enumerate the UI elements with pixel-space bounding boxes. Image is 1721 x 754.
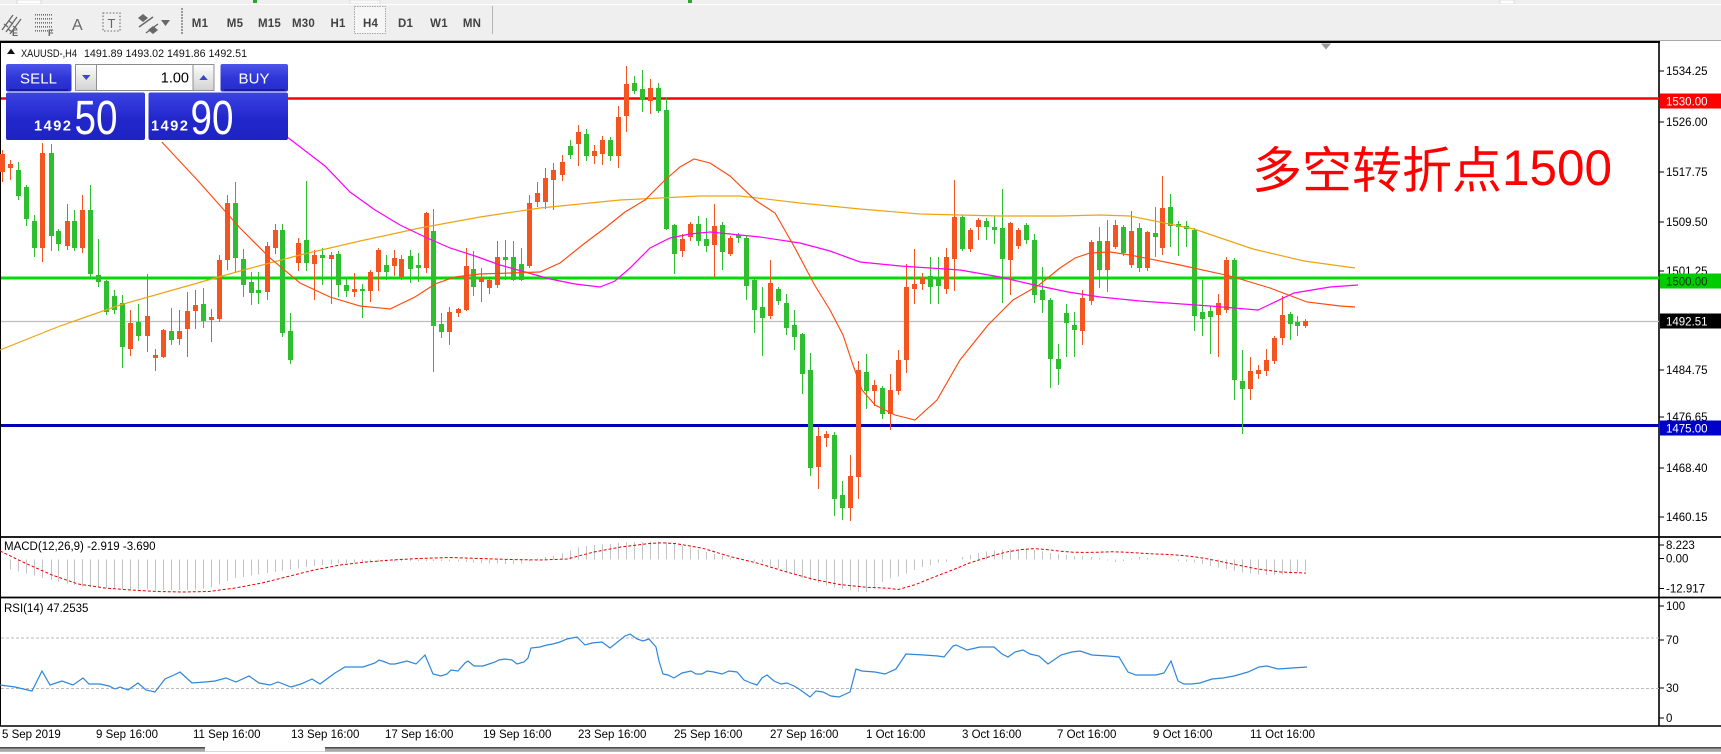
svg-text:1530.00: 1530.00	[1666, 97, 1708, 109]
svg-text:1517.75: 1517.75	[1666, 167, 1708, 179]
svg-text:1492.51: 1492.51	[1666, 317, 1708, 329]
svg-text:0.00: 0.00	[1666, 554, 1688, 566]
svg-text:1492: 1492	[151, 119, 188, 135]
svg-text:MN: MN	[463, 18, 481, 30]
svg-text:25 Sep 16:00: 25 Sep 16:00	[674, 729, 742, 741]
svg-text:0: 0	[1666, 713, 1672, 725]
svg-text:F: F	[48, 28, 54, 38]
svg-text:19 Sep 16:00: 19 Sep 16:00	[483, 729, 551, 741]
svg-text:XAUUSD-,H4: XAUUSD-,H4	[21, 48, 77, 60]
svg-text:30: 30	[1666, 683, 1679, 695]
svg-text:50: 50	[75, 92, 118, 145]
svg-text:3 Oct 16:00: 3 Oct 16:00	[962, 729, 1021, 741]
svg-text:-12.917: -12.917	[1666, 584, 1705, 596]
svg-text:13 Sep 16:00: 13 Sep 16:00	[291, 729, 359, 741]
svg-text:D1: D1	[398, 18, 414, 30]
svg-text:1460.15: 1460.15	[1666, 512, 1708, 524]
svg-text:90: 90	[191, 92, 234, 145]
svg-text:M5: M5	[227, 18, 244, 30]
svg-text:11 Oct 16:00: 11 Oct 16:00	[1250, 729, 1315, 741]
svg-text:9 Sep 16:00: 9 Sep 16:00	[96, 729, 158, 741]
svg-text:H4: H4	[363, 18, 379, 30]
svg-text:1468.40: 1468.40	[1666, 463, 1708, 475]
svg-text:SELL: SELL	[20, 71, 57, 88]
svg-text:1492: 1492	[34, 119, 71, 135]
svg-text:RSI(14) 47.2535: RSI(14) 47.2535	[4, 603, 88, 615]
svg-text:E: E	[12, 28, 18, 38]
svg-text:1491.89 1493.02 1491.86 1492.5: 1491.89 1493.02 1491.86 1492.51	[84, 48, 247, 60]
svg-text:11 Sep 16:00: 11 Sep 16:00	[193, 729, 261, 741]
svg-text:MACD(12,26,9) -2.919 -3.690: MACD(12,26,9) -2.919 -3.690	[4, 541, 156, 553]
svg-text:100: 100	[1666, 601, 1685, 613]
svg-text:23 Sep 16:00: 23 Sep 16:00	[578, 729, 646, 741]
svg-text:70: 70	[1666, 635, 1679, 647]
svg-text:1500.00: 1500.00	[1666, 277, 1708, 289]
svg-text:M1: M1	[192, 18, 209, 30]
svg-text:9 Oct 16:00: 9 Oct 16:00	[1153, 729, 1212, 741]
svg-text:W1: W1	[430, 18, 448, 30]
svg-text:5 Sep 2019: 5 Sep 2019	[2, 729, 61, 741]
svg-text:1500: 1500	[1502, 140, 1612, 196]
svg-text:BUY: BUY	[239, 71, 270, 88]
svg-text:17 Sep 16:00: 17 Sep 16:00	[385, 729, 453, 741]
svg-text:1 Oct 16:00: 1 Oct 16:00	[866, 729, 925, 741]
svg-text:H1: H1	[330, 18, 346, 30]
svg-text:1475.00: 1475.00	[1666, 424, 1708, 436]
svg-text:A: A	[72, 17, 83, 34]
svg-text:1484.75: 1484.75	[1666, 365, 1708, 377]
svg-text:1.00: 1.00	[161, 71, 189, 87]
svg-text:1534.25: 1534.25	[1666, 66, 1708, 78]
svg-text:7 Oct 16:00: 7 Oct 16:00	[1057, 729, 1116, 741]
svg-text:27 Sep 16:00: 27 Sep 16:00	[770, 729, 838, 741]
svg-text:8.223: 8.223	[1666, 540, 1695, 552]
svg-text:T: T	[108, 16, 116, 31]
svg-text:M30: M30	[292, 18, 315, 30]
svg-text:1526.00: 1526.00	[1666, 117, 1708, 129]
svg-text:M15: M15	[258, 18, 281, 30]
svg-text:1509.50: 1509.50	[1666, 217, 1708, 229]
